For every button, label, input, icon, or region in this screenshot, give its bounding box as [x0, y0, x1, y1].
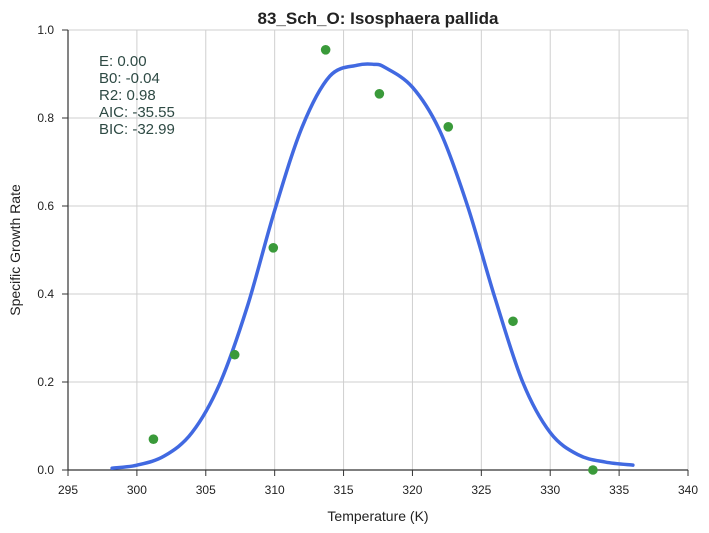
axes — [62, 29, 689, 476]
fit-stat: B0: -0.04 — [99, 70, 160, 87]
data-point — [148, 434, 159, 445]
y-tick-label: 0.8 — [37, 111, 54, 125]
x-tick-label: 330 — [540, 483, 560, 497]
tick-labels: 295 300 305 310 315 320 325 330 335 340 0.0 0.2 0.4 0… — [37, 23, 698, 497]
data-point — [588, 465, 598, 475]
data-point — [374, 89, 385, 99]
fit-stat: BIC: -32.99 — [99, 121, 175, 138]
x-tick-label: 305 — [196, 483, 216, 497]
x-tick-label: 300 — [127, 483, 147, 497]
data-point — [229, 349, 240, 360]
chart-title: 83_Sch_O: Isosphaera pallida — [258, 9, 499, 28]
data-point — [443, 122, 454, 132]
fit-stat: AIC: -35.55 — [99, 104, 175, 121]
fit-stat: E: 0.00 — [99, 53, 147, 70]
x-tick-label: 325 — [471, 483, 491, 497]
y-tick-label: 0.6 — [37, 199, 54, 213]
y-axis-label: Specific Growth Rate — [7, 184, 23, 316]
x-tick-label: 340 — [678, 483, 698, 497]
data-points — [148, 45, 598, 475]
x-tick-label: 315 — [334, 483, 354, 497]
y-tick-label: 0.2 — [37, 375, 54, 389]
fit-curve-line — [110, 62, 635, 470]
fit-stat: R2: 0.98 — [99, 87, 156, 104]
x-axis-label: Temperature (K) — [327, 508, 428, 524]
y-tick-label: 0.4 — [37, 287, 54, 301]
y-tick-label: 1.0 — [37, 23, 54, 37]
x-tick-label: 295 — [58, 483, 78, 497]
data-point — [268, 243, 279, 253]
x-tick-label: 310 — [265, 483, 285, 497]
data-point — [508, 316, 518, 327]
y-tick-label: 0.0 — [37, 463, 54, 477]
x-tick-label: 335 — [609, 483, 629, 497]
fit-series — [110, 62, 635, 470]
data-point — [320, 45, 331, 55]
x-tick-label: 320 — [402, 483, 422, 497]
